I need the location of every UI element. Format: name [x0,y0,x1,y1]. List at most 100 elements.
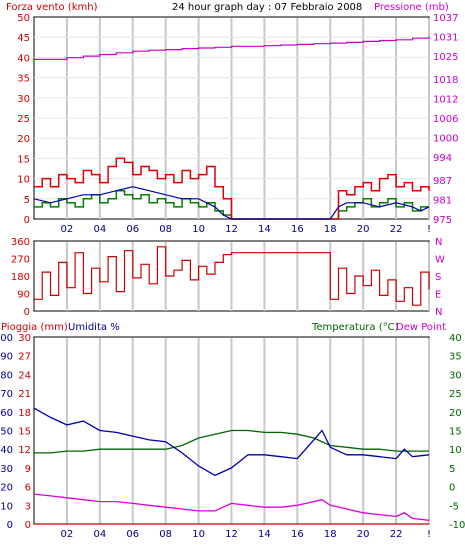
y-tick-label-rain: 3 [25,501,31,512]
y-tick-label-rain: 30 [18,333,31,344]
y-tick-label-temperature: 30 [449,370,462,381]
y-tick-label-rain: 21 [18,389,31,400]
y-tick-label-humidity: 70 [0,389,13,400]
compass-label: N [435,307,442,318]
y-tick-label-temperature: 25 [449,389,462,400]
pressure-series [34,36,430,60]
y-tick-label-wind: 45 [17,33,30,44]
y-tick-label-wind: 25 [17,114,30,125]
y-tick-label-pressure: 1037 [433,13,458,24]
y-tick-label-direction: 270 [11,255,30,266]
dew-point-axis-title: Dew Point [396,322,446,333]
x-tick-label: 12 [225,224,238,235]
y-tick-label-humidity: 60 [0,408,13,419]
compass-label: N [435,237,442,248]
y-tick-label-pressure: 994 [433,153,452,164]
y-tick-label-pressure: 975 [433,215,452,226]
series-temperatura-c [34,429,429,454]
y-tick-label-humidity: 50 [0,427,13,438]
y-tick-label-rain: 15 [18,427,31,438]
y-tick-label-pressure: 1018 [433,75,458,86]
y-tick-label-temperature: 0 [449,483,455,494]
wind-gust-series [34,157,430,220]
wind-mean-series [33,186,430,220]
x-tick-label: 22 [390,529,403,540]
y-tick-label-direction: 0 [24,307,30,318]
y-tick-label-rain: 18 [18,408,31,419]
x-tick-label: ! [427,529,431,540]
x-tick-label: 16 [291,224,304,235]
y-tick-label-pressure: 1012 [433,94,458,105]
y-tick-label-wind: 20 [17,134,30,145]
x-tick-label: 16 [291,529,304,540]
y-tick-label-humidity: 40 [0,445,13,456]
y-tick-label-pressure: 1025 [433,52,458,63]
x-tick-label: 22 [390,224,403,235]
y-tick-label-wind: 0 [24,215,30,226]
x-tick-label: 18 [324,224,337,235]
y-tick-label-rain: 12 [18,445,31,456]
y-tick-label-direction: 90 [17,290,30,301]
y-tick-label-temperature: 15 [449,427,462,438]
x-tick-label: 14 [258,529,271,540]
x-tick-label: 04 [93,529,106,540]
wind-direction-series [34,246,430,306]
x-tick-label: 02 [61,529,74,540]
pressure-axis-title: Pressione (mb) [374,2,449,13]
y-tick-label-rain: 9 [25,464,31,475]
y-tick-label-pressure: 1006 [433,114,458,125]
temperature-axis-title: Temperatura (°C) [311,322,399,333]
y-tick-label-wind: 40 [17,53,30,64]
rain-axis-title: Pioggia (mm) [1,322,68,333]
series-umidita [33,407,430,477]
y-tick-label-pressure: 981 [433,195,452,206]
y-tick-label-temperature: 40 [449,333,462,344]
x-tick-label: 08 [159,224,172,235]
x-tick-label: 02 [61,224,74,235]
humidity-axis-title: Umidita % [68,322,120,333]
series-dew-point [33,493,430,521]
y-tick-label-humidity: 90 [0,352,13,363]
y-tick-label-wind: 5 [24,195,30,206]
y-tick-label-pressure: 1031 [433,33,458,44]
x-tick-label: ! [427,224,431,235]
y-tick-label-direction: 360 [11,237,30,248]
y-tick-label-rain: 6 [25,483,31,494]
y-tick-label-temperature: 5 [449,464,455,475]
y-tick-label-temperature: -5 [449,501,459,512]
wind-axis-title: Forza vento (kmh) [6,2,98,13]
y-tick-label-pressure: 1000 [433,134,458,145]
x-tick-label: 14 [258,224,271,235]
y-tick-label-temperature: 35 [449,352,462,363]
y-tick-label-humidity: 100 [0,333,13,344]
x-tick-label: 12 [225,529,238,540]
x-tick-label: 10 [192,224,205,235]
x-tick-label: 04 [93,224,106,235]
x-tick-label: 06 [126,224,139,235]
y-tick-label-humidity: 0 [7,520,13,531]
compass-label: E [435,290,441,301]
x-tick-label: 06 [126,529,139,540]
x-tick-label: 10 [192,529,205,540]
y-tick-label-wind: 35 [17,74,30,85]
y-tick-label-wind: 30 [17,94,30,105]
chart-title: 24 hour graph day : 07 Febbraio 2008 [172,2,362,13]
y-tick-label-humidity: 80 [0,370,13,381]
y-tick-label-humidity: 20 [0,483,13,494]
x-tick-label: 20 [357,529,370,540]
y-tick-label-rain: 0 [25,520,31,531]
y-tick-label-temperature: 10 [449,445,462,456]
x-tick-label: 08 [159,529,172,540]
y-tick-label-rain: 27 [18,352,31,363]
y-tick-label-temperature: -10 [449,520,465,531]
compass-label: W [435,255,445,266]
y-tick-label-direction: 180 [11,272,30,283]
y-tick-label-rain: 24 [18,370,31,381]
compass-label: S [435,272,441,283]
y-tick-label-wind: 50 [17,13,30,24]
x-tick-label: 20 [357,224,370,235]
y-tick-label-pressure: 987 [433,176,452,187]
y-tick-label-wind: 10 [17,175,30,186]
